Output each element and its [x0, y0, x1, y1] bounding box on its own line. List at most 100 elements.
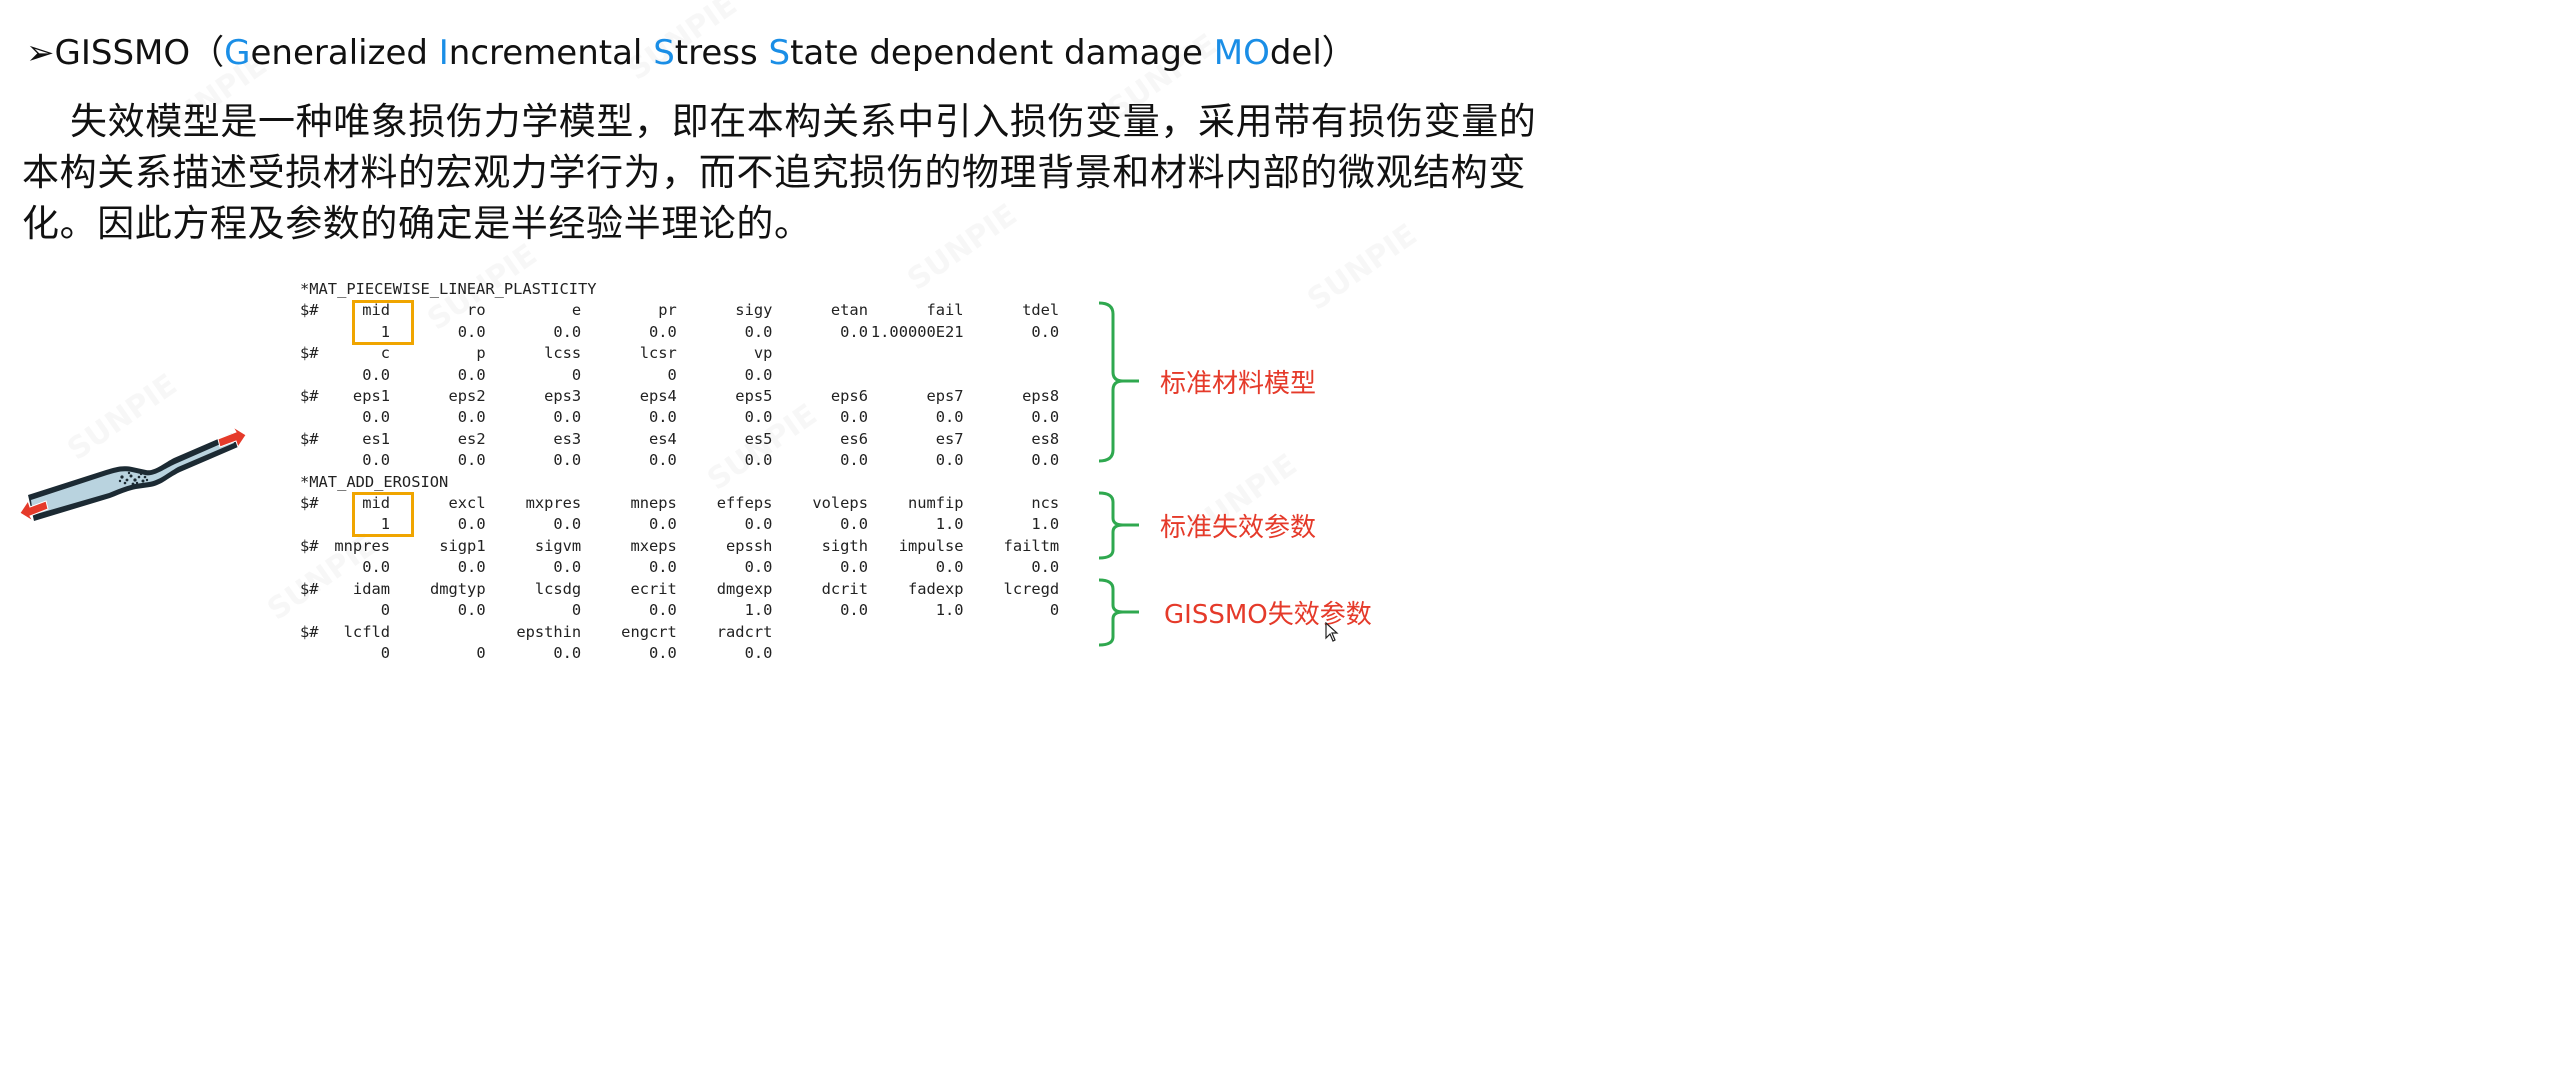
title-part: ncremental [448, 33, 654, 73]
field-name: eps5 [735, 387, 773, 406]
title-part: tress [674, 33, 769, 73]
card-header-row: $# es1 es2 es3 es4 es5 es6 es7 es8 [300, 429, 1059, 450]
card-values-row: 0 0 0.0 0.0 0.0 [300, 643, 1059, 664]
field-name: p [476, 344, 486, 363]
field-value: 0.0 [362, 408, 390, 427]
field-name: lcregd [1003, 579, 1060, 598]
field-name: mid [362, 494, 390, 513]
field-name: eps8 [1022, 387, 1060, 406]
keyword-line: *MAT_ADD_EROSION [300, 472, 449, 491]
field-value: 0.0 [457, 558, 486, 577]
keyword-line: *MAT_PIECEWISE_LINEAR_PLASTICITY [300, 280, 597, 298]
field-value: 0.0 [744, 515, 773, 534]
field-value: 0 [380, 643, 390, 662]
field-name: lcsdg [534, 579, 582, 598]
field-name: failtm [1003, 536, 1060, 555]
field-value: 0.0 [553, 322, 582, 341]
field-value: 0.0 [840, 408, 868, 427]
field-value: 0.0 [648, 515, 677, 534]
title-text: GISSMO（Generalized Incremental Stress St… [55, 33, 1356, 73]
label-gissmo-failure-params: GISSMO失效参数 [1164, 600, 1372, 630]
field-name: epsthin [516, 622, 582, 641]
field-name: eps6 [830, 387, 868, 406]
field-name: c [380, 344, 390, 363]
pull-arrow-right-icon [217, 426, 247, 449]
field-value: 0.0 [553, 451, 582, 470]
field-name: sigy [735, 301, 773, 320]
field-name: mxeps [630, 536, 677, 555]
field-value: 0.0 [935, 558, 964, 577]
field-value: 1.00000E21 [870, 322, 964, 341]
field-value: 0.0 [457, 451, 486, 470]
card-values-row: 0.0 0.0 0.0 0.0 0.0 0.0 0.0 0.0 [300, 407, 1059, 428]
field-value: 1 [380, 515, 390, 534]
card-values-row: 0.0 0.0 0.0 0.0 0.0 0.0 0.0 0.0 [300, 557, 1059, 578]
title-part: S [768, 33, 791, 73]
card-values-row: 1 0.0 0.0 0.0 0.0 0.0 1.00000E21 0.0 [300, 322, 1059, 343]
card-values-row: 1 0.0 0.0 0.0 0.0 0.0 1.0 1.0 [300, 514, 1059, 535]
field-name: sigth [821, 536, 868, 555]
field-value: 0.0 [744, 643, 773, 662]
field-name: es4 [648, 429, 677, 448]
field-value: 0.0 [362, 365, 390, 384]
card-values-row: 0.0 0.0 0.0 0.0 0.0 0.0 0.0 0.0 [300, 450, 1059, 471]
field-name: ncs [1031, 494, 1060, 513]
mid-highlight-box [352, 492, 414, 537]
field-name: tdel [1022, 301, 1060, 320]
title-part: tate dependent damage [790, 33, 1214, 73]
field-value: 1.0 [935, 601, 964, 620]
field-name: vp [753, 344, 773, 363]
field-name: es6 [840, 429, 868, 448]
mouse-cursor-icon [1325, 622, 1339, 642]
card-header-row: $# mnpres sigp1 sigvm mxeps epssh sigth impulse… [300, 536, 1059, 557]
field-name: epssh [726, 536, 773, 555]
field-name: es2 [457, 429, 486, 448]
card-header-row: $# eps1 eps2 eps3 eps4 eps5 eps6 eps7 eps8 [300, 386, 1059, 407]
field-value: 0.0 [648, 408, 677, 427]
field-value: 0.0 [457, 408, 486, 427]
field-value: 0.0 [457, 601, 486, 620]
field-name: dmgexp [716, 579, 773, 598]
field-value: 0.0 [648, 451, 677, 470]
tensile-specimen-illustration [19, 426, 247, 522]
field-value: 0.0 [935, 408, 964, 427]
keyword-code-block: *MAT_PIECEWISE_LINEAR_PLASTICITY $# mid ro e… [300, 279, 1059, 664]
field-value: 0.0 [744, 322, 773, 341]
field-name: sigvm [534, 536, 582, 555]
title-part: del） [1269, 33, 1356, 73]
card-header-row: $# c p lcss lcsr vp [300, 343, 1059, 364]
field-value: 0.0 [553, 515, 582, 534]
field-value: 0.0 [457, 322, 486, 341]
field-name: dmgtyp [429, 579, 486, 598]
mid-highlight-box [352, 300, 414, 345]
field-value: 0 [571, 365, 582, 384]
field-name: fail [926, 301, 964, 320]
field-name: ecrit [630, 579, 677, 598]
field-name: eps3 [544, 387, 582, 406]
title-part: MO [1213, 33, 1270, 73]
field-name: eps1 [352, 387, 390, 406]
bracket-gissmo-failure [1098, 578, 1139, 647]
field-name: e [571, 301, 582, 320]
field-name: voleps [812, 494, 868, 513]
field-value: 0.0 [362, 558, 390, 577]
title-part: I [438, 33, 449, 73]
field-name: es1 [362, 429, 390, 448]
field-value: 0.0 [840, 558, 868, 577]
field-name: es8 [1031, 429, 1060, 448]
field-value: 0.0 [648, 558, 677, 577]
field-value: 0.0 [1031, 322, 1060, 341]
field-name: eps7 [926, 387, 964, 406]
field-value: 0.0 [553, 408, 582, 427]
description-paragraph: 失效模型是一种唯象损伤力学模型，即在本构关系中引入损伤变量，采用带有损伤变量的本… [22, 100, 1537, 245]
field-name: es5 [744, 429, 773, 448]
field-value: 0.0 [840, 451, 868, 470]
title-part: G [224, 33, 251, 73]
field-value: 0 [476, 643, 486, 662]
bracket-standard-failure [1098, 491, 1139, 560]
field-value: 0 [380, 601, 390, 620]
field-value: 0.0 [744, 365, 773, 384]
title-part: eneralized [250, 33, 439, 73]
field-name: numfip [907, 494, 964, 513]
field-value: 1.0 [744, 601, 773, 620]
